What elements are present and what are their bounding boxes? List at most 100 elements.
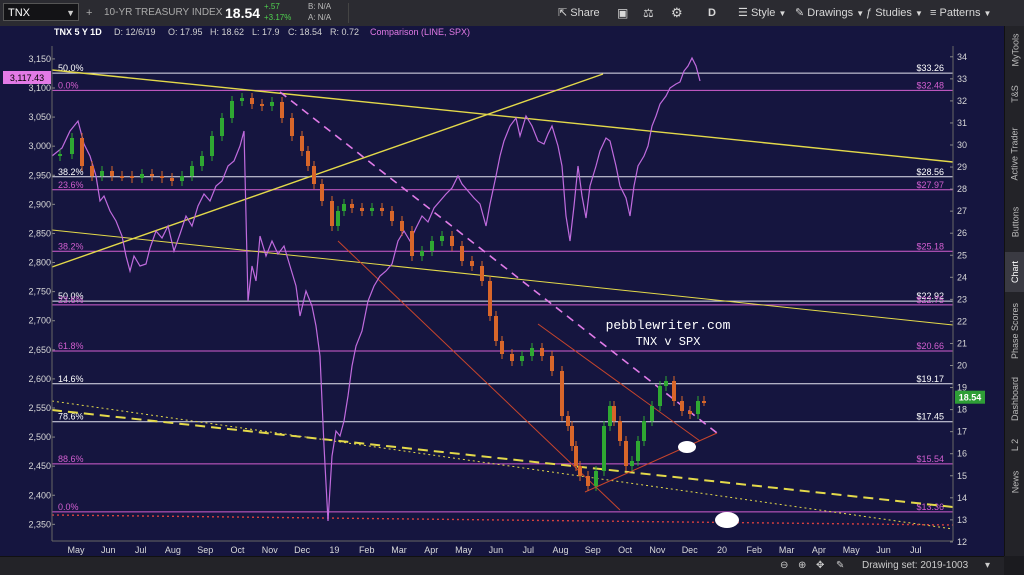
screenshot-icon[interactable]: ▣	[617, 6, 629, 20]
left-axis-tick: 2,350	[28, 519, 51, 529]
candle-body	[400, 221, 404, 231]
chevron-down-icon: ▼	[983, 9, 992, 18]
candle-body	[300, 136, 304, 151]
left-axis-tick: 2,700	[28, 316, 51, 326]
flask-icon[interactable]: ⚖	[643, 6, 654, 20]
right-axis-tick: 12	[957, 537, 967, 547]
tab-mytools[interactable]: MyTools	[1005, 28, 1024, 72]
candle-body	[488, 281, 492, 316]
drawing-icon[interactable]: ✎	[836, 560, 845, 571]
left-axis-tick: 2,650	[28, 345, 51, 355]
red-channel-line-upper	[537, 323, 701, 442]
fib-right-label: $28.56	[916, 167, 944, 177]
right-sidebar: MyTools T&S Active Trader Buttons Chart …	[1004, 26, 1024, 556]
candle-body	[280, 102, 284, 118]
candle-body	[170, 178, 174, 181]
candle-body	[230, 101, 234, 118]
tab-phase-scores[interactable]: Phase Scores	[1005, 294, 1024, 368]
candle-body	[312, 166, 316, 184]
period-selector[interactable]: D	[708, 7, 716, 19]
style-menu[interactable]: ☰ Style ▼	[738, 0, 786, 26]
x-axis-tick: Feb	[359, 545, 375, 555]
x-axis-tick: Nov	[262, 545, 279, 555]
chart-axes: 3,150 3,100 3,050 3,000 2,950 2,900 2,850 2,800…	[3, 46, 985, 555]
fib-right-label: $17.45	[916, 412, 944, 422]
right-axis-tick: 33	[957, 74, 967, 84]
x-axis-tick: Mar	[779, 545, 795, 555]
candle-body	[608, 406, 612, 426]
candle-body	[180, 176, 184, 181]
patterns-menu[interactable]: ≡ Patterns ▼	[930, 0, 991, 26]
percent-change: +3.17%	[264, 13, 292, 22]
zoom-out-icon[interactable]: ⊖	[780, 560, 789, 571]
left-axis-tick: 2,550	[28, 403, 51, 413]
fib-right-label: $15.54	[916, 454, 944, 464]
gear-icon[interactable]: ⚙	[671, 5, 683, 20]
candle-body	[602, 426, 606, 471]
x-axis-tick: 19	[329, 545, 339, 555]
fib-left-label: 61.8%	[58, 341, 84, 351]
x-axis-tick: May	[455, 545, 473, 555]
spx-price-tag: 3,117.43	[10, 73, 44, 83]
x-axis-tick: Aug	[552, 545, 568, 555]
x-axis-tick: Sep	[197, 545, 213, 555]
share-button[interactable]: ⇱ Share	[558, 0, 600, 26]
candle-body	[420, 251, 424, 256]
candle-body	[612, 406, 616, 421]
tab-buttons[interactable]: Buttons	[1005, 194, 1024, 250]
candle-body	[130, 176, 134, 178]
candle-body	[110, 171, 114, 176]
candle-body	[630, 461, 634, 466]
chart-svg[interactable]: 50.0% $33.26 0.0% $32.48 38.2% $28.56 23.6% $27…	[0, 26, 1004, 556]
fib-left-label: 50.0%	[58, 291, 84, 301]
fib-left-label: 38.2%	[58, 241, 84, 251]
candle-body	[642, 421, 646, 441]
tab-label: Dashboard	[1010, 376, 1020, 422]
tab-time-and-sales[interactable]: T&S	[1005, 74, 1024, 114]
bid-value: B: N/A	[308, 2, 332, 11]
fib-left-label: 0.0%	[58, 502, 79, 512]
symbol-input[interactable]: TNX ▼	[3, 3, 79, 21]
candle-body	[470, 261, 474, 266]
candle-body	[90, 166, 94, 176]
drawings-menu[interactable]: ✎ Drawings ▼	[795, 0, 864, 26]
pencil-icon: ✎	[795, 7, 805, 19]
patterns-label: Patterns	[939, 7, 981, 19]
candle-body	[570, 426, 574, 446]
tab-active-trader[interactable]: Active Trader	[1005, 116, 1024, 192]
zoom-in-icon[interactable]: ⊕	[798, 560, 807, 571]
pan-icon[interactable]: ✥	[816, 560, 825, 571]
candle-body	[336, 211, 340, 226]
candle-body	[342, 204, 346, 211]
right-axis-tick: 17	[957, 427, 967, 437]
tab-label: L 2	[1010, 438, 1020, 452]
candle-body	[680, 401, 684, 411]
candle-body	[160, 176, 164, 178]
chevron-down-icon[interactable]: ▼	[66, 8, 75, 18]
style-label: Style	[750, 7, 776, 19]
candle-body	[70, 138, 74, 154]
candle-body	[540, 348, 544, 356]
fib-left-label: 78.6%	[58, 412, 84, 422]
candle-body	[120, 176, 124, 178]
candle-body	[696, 401, 700, 414]
candle-body	[650, 406, 654, 421]
fib-left-label: 23.6%	[58, 295, 84, 305]
chart-area[interactable]: 50.0% $33.26 0.0% $32.48 38.2% $28.56 23.6% $27…	[0, 26, 1004, 556]
tab-dashboard[interactable]: Dashboard	[1005, 370, 1024, 428]
candle-body	[618, 421, 622, 441]
tab-chart[interactable]: Chart	[1005, 252, 1024, 292]
tab-level-2[interactable]: L 2	[1005, 430, 1024, 460]
studies-menu[interactable]: ƒ Studies ▼	[866, 0, 923, 26]
candle-body	[360, 208, 364, 211]
fib-right-label: $25.18	[916, 241, 944, 251]
candle-body	[586, 476, 590, 486]
candle-body	[150, 174, 154, 176]
left-axis-tick: 3,050	[28, 112, 51, 122]
tab-news[interactable]: News	[1005, 462, 1024, 502]
fib-left-label: 88.6%	[58, 454, 84, 464]
add-icon[interactable]: +	[86, 7, 93, 19]
share-label: Share	[570, 7, 600, 19]
chevron-down-icon[interactable]: ▾	[985, 560, 991, 571]
candle-body	[624, 441, 628, 466]
